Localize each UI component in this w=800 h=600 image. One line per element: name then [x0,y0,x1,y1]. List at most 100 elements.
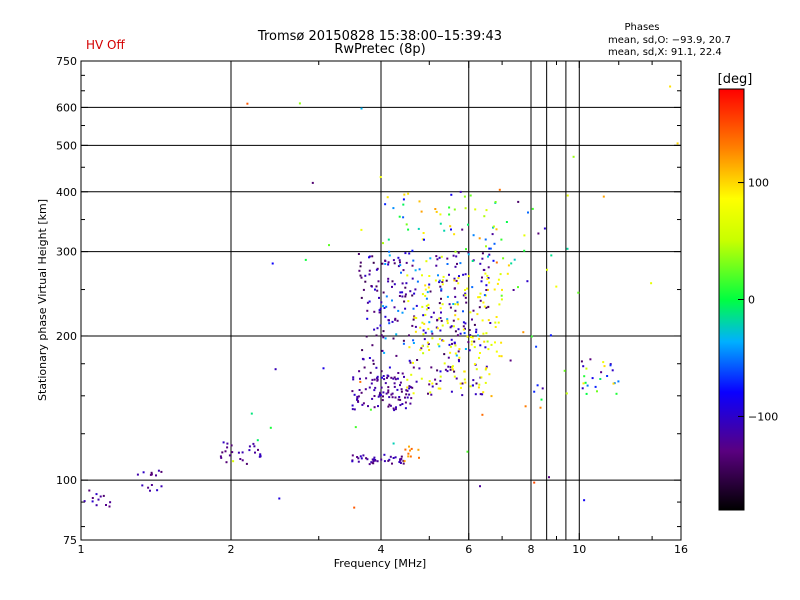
data-point [423,238,425,241]
data-point [407,452,410,455]
data-point [271,262,274,265]
data-point [541,387,544,390]
data-point [358,370,361,373]
data-point [453,279,456,282]
data-point [583,375,586,378]
data-point [381,376,383,379]
data-point [298,102,301,105]
data-point [606,375,609,377]
data-point [401,282,404,285]
data-point [373,406,376,409]
data-point [463,332,466,335]
data-point [411,277,414,280]
data-point [439,307,442,310]
data-point [449,351,452,354]
data-point [371,255,374,258]
data-point [439,370,442,373]
y-tick-label: 600 [56,101,77,114]
data-point [439,329,442,332]
data-point [478,383,481,386]
data-point [250,412,253,415]
data-point [546,268,548,271]
data-point [385,305,388,308]
data-point [602,195,605,198]
data-point [366,317,369,320]
data-point [409,386,412,389]
data-point [371,344,374,347]
phases-o-stats: mean, sd,O: −93.9, 20.7 [608,35,731,46]
data-point [440,319,443,322]
data-point [424,313,427,316]
data-point [482,332,485,335]
data-point [357,457,360,460]
data-point [351,408,354,411]
data-point [441,283,444,286]
data-point [254,451,256,454]
gridlines [81,61,681,540]
data-point [150,484,153,486]
data-point [376,289,379,292]
data-point [422,329,425,332]
data-point [464,293,467,296]
data-point [449,345,452,348]
data-point [585,367,588,370]
data-point [368,255,371,258]
data-point [477,386,480,389]
x-tick-label: 1 [78,543,85,556]
data-point [450,390,453,393]
data-point [411,386,414,389]
y-tick-label: 75 [63,534,77,547]
data-point [443,229,446,232]
data-point [408,252,411,255]
data-point [584,381,587,384]
data-point [465,248,467,251]
data-point [496,282,499,285]
data-point [550,254,553,257]
data-point [252,442,255,445]
data-point [373,328,376,331]
data-point [388,250,391,253]
data-point [380,334,383,337]
data-point [439,285,442,288]
data-point [464,381,467,384]
data-point [483,269,486,271]
data-point [352,376,355,379]
data-point [427,307,430,309]
data-point [384,263,387,265]
x-tick-label: 2 [228,543,235,556]
data-point [378,296,380,299]
data-point [603,365,606,368]
data-point [241,459,244,462]
data-point [485,245,487,248]
data-point [404,295,407,298]
data-point [372,458,375,461]
data-point [461,382,464,385]
data-point [436,369,439,372]
data-point [517,200,520,203]
data-point [361,357,364,360]
data-point [495,316,498,318]
data-point [404,401,407,404]
data-point [464,292,467,295]
data-point [399,264,402,267]
data-point [393,376,396,379]
data-point [471,286,474,289]
data-point [368,357,371,359]
data-point [387,261,390,264]
data-point [353,408,356,411]
data-point [428,349,431,351]
data-point [383,453,386,456]
data-point [448,213,451,216]
data-point [239,458,242,460]
data-point [408,387,411,390]
data-point [429,391,432,394]
data-point [259,454,262,457]
data-point [454,352,457,355]
data-point [411,324,414,327]
data-point [371,397,374,400]
data-point [357,253,360,255]
data-point [387,263,390,266]
data-point [453,277,456,280]
data-point [446,263,449,265]
data-point [394,456,397,459]
